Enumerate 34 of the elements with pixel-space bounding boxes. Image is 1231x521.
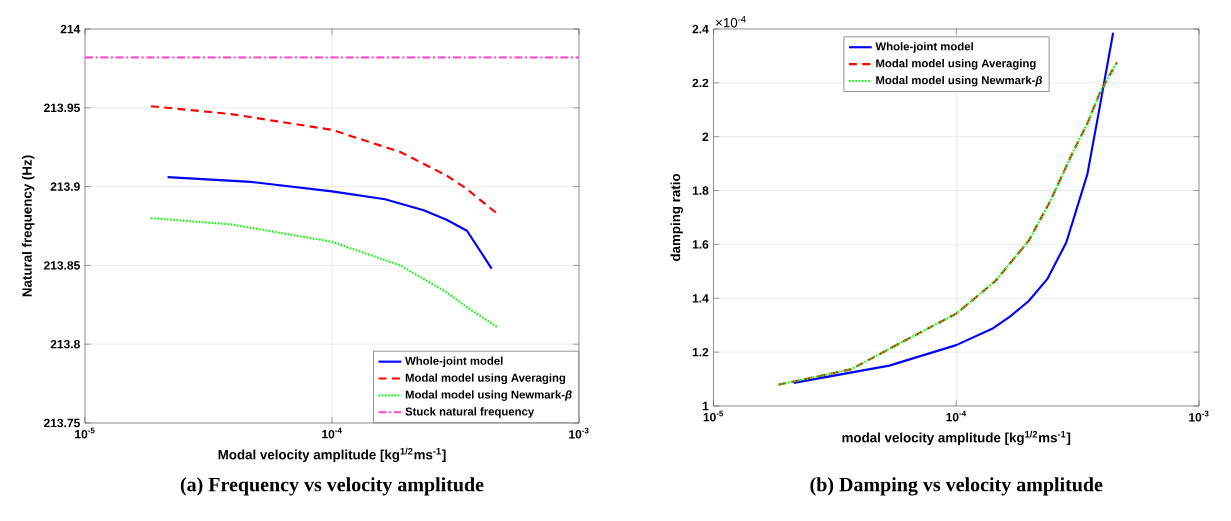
x-tick-label: 10$^{-5}$ xyxy=(75,427,95,439)
y-tick-label: 213.95 xyxy=(43,103,80,113)
y-tick-label: 213.8 xyxy=(50,339,80,349)
y-tick-label: 1.8 xyxy=(692,186,709,195)
y-tick-label: 2.2 xyxy=(692,78,709,88)
x-tick-label: 10$^{-4}$ xyxy=(322,427,342,439)
y-axis-title: Natural frequency (Hz) xyxy=(21,155,35,297)
legend-label: Modal model using Averaging xyxy=(405,373,566,385)
text: (b) Damping vs velocity amplitude xyxy=(810,477,1103,496)
legend-label: Whole-joint model xyxy=(405,356,503,368)
y-tick-label: 214 xyxy=(60,24,81,34)
x-axis-title: Modal velocity amplitude [kg$^{1/2}$ms$^{-1}$] xyxy=(218,447,446,463)
x-tick-label: 10$^{-5}$ xyxy=(703,410,724,422)
legend-label: Modal model using Newmark-β xyxy=(876,75,1043,87)
y-axis-title: damping ratio xyxy=(670,173,683,262)
y-tick-label: 1.4 xyxy=(692,294,709,303)
y-tick-label: 213.85 xyxy=(43,261,80,270)
y-tick-label: 213.9 xyxy=(50,182,80,191)
legend-label: Modal model using Averaging xyxy=(876,59,1036,70)
y-tick-label: 1.2 xyxy=(692,347,709,357)
y-tick-label: 1 xyxy=(702,401,709,411)
legend-label: Whole-joint model xyxy=(875,42,973,53)
y-tick-label: 213.75 xyxy=(43,418,80,428)
text: ×10$^{-4}$ xyxy=(716,16,746,28)
x-tick-label: 10$^{-3}$ xyxy=(569,427,589,439)
y-tick-label: 1.6 xyxy=(692,240,709,249)
legend-label: Modal model using Newmark-β xyxy=(405,390,572,401)
x-tick-label: 10$^{-4}$ xyxy=(946,410,967,422)
x-axis-title: modal velocity amplitude [kg$^{1/2}$ms$^{-1}$] xyxy=(842,430,1071,446)
text: (a) Frequency vs velocity amplitude xyxy=(180,477,484,496)
legend-label: Stuck natural frequency xyxy=(405,407,535,418)
y-tick-label: 2.4 xyxy=(692,24,709,34)
x-tick-label: 10$^{-3}$ xyxy=(1189,410,1209,422)
y-tick-label: 2 xyxy=(702,132,709,141)
